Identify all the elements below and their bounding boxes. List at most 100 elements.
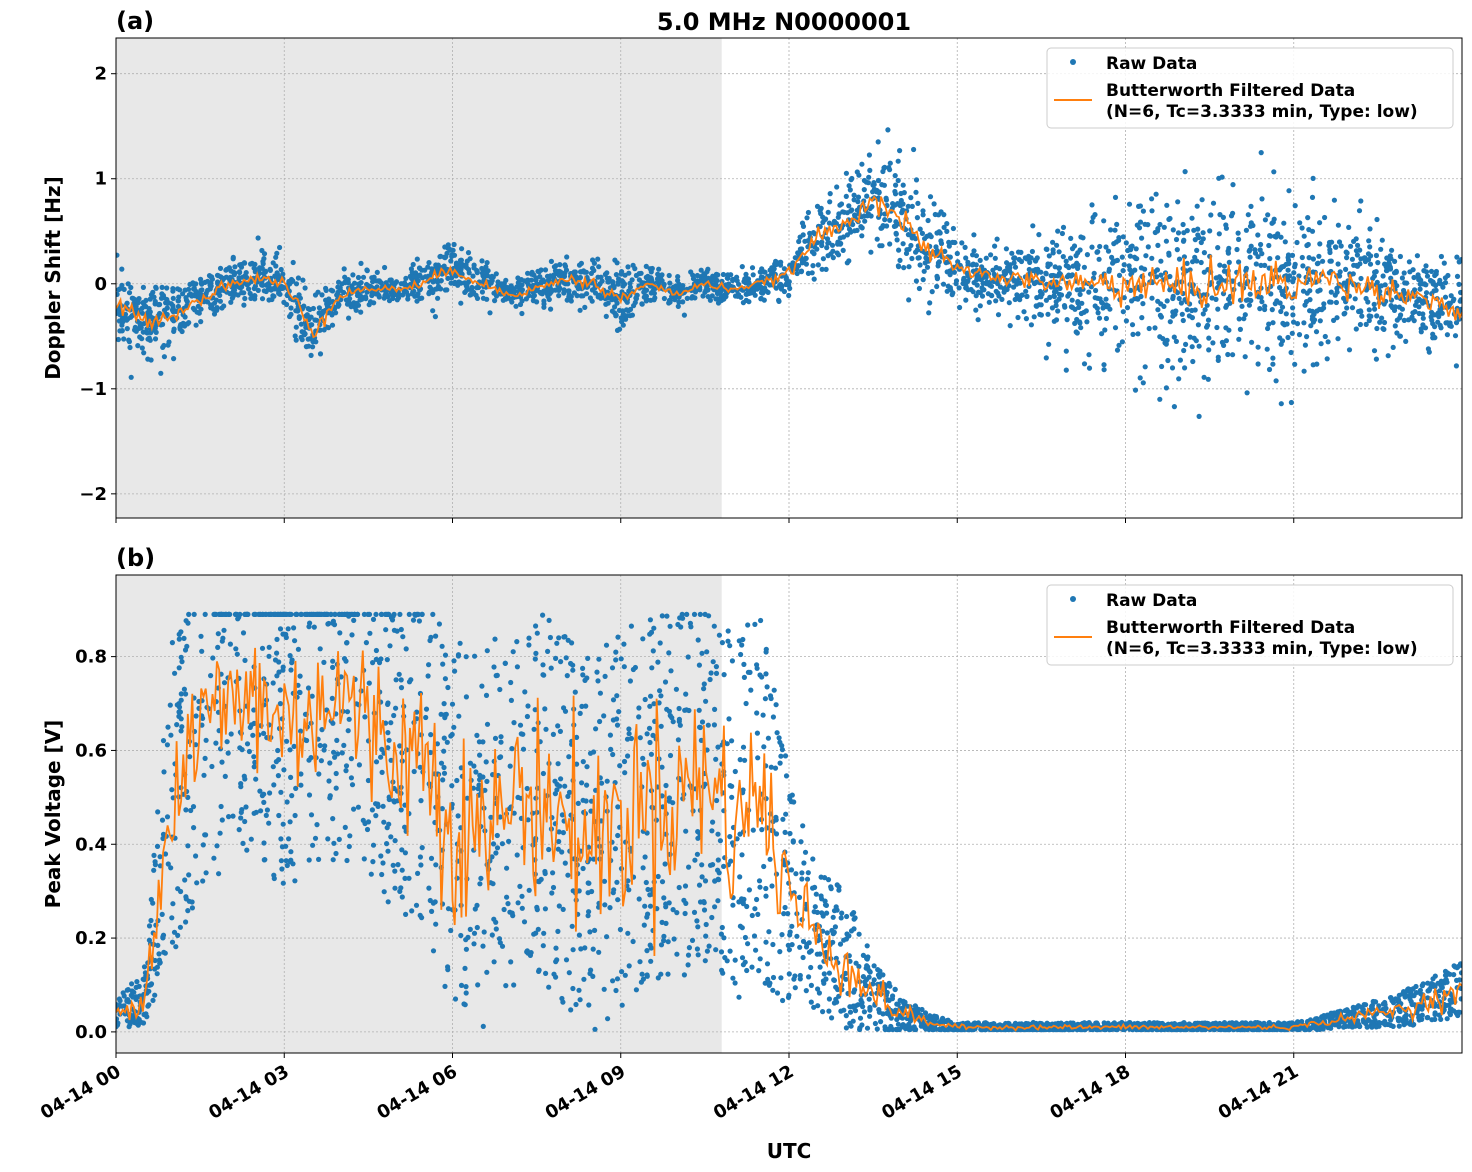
raw-point (1167, 319, 1173, 325)
raw-point (1319, 307, 1325, 313)
raw-point (859, 161, 865, 167)
raw-point (267, 267, 273, 273)
raw-point (749, 912, 755, 919)
raw-point (402, 280, 408, 286)
raw-point (1149, 208, 1155, 214)
raw-point (1177, 357, 1183, 363)
raw-point (592, 1026, 598, 1032)
raw-point (292, 333, 298, 339)
raw-point (676, 294, 682, 300)
raw-point (919, 230, 926, 236)
raw-point (308, 352, 314, 358)
raw-point (398, 626, 404, 633)
raw-point (1204, 324, 1210, 330)
raw-point (365, 819, 372, 825)
raw-point (864, 193, 870, 199)
raw-point (198, 319, 204, 325)
raw-point (672, 297, 678, 303)
raw-point (917, 226, 923, 232)
raw-point (1139, 315, 1145, 321)
raw-point (451, 280, 457, 287)
raw-point (261, 799, 267, 806)
raw-point (740, 744, 747, 750)
raw-point (184, 299, 190, 305)
raw-point (1441, 260, 1447, 266)
raw-point (971, 232, 977, 238)
raw-point (725, 628, 731, 634)
raw-point (365, 777, 371, 784)
raw-point (633, 295, 639, 301)
raw-point (893, 231, 899, 237)
raw-point (505, 901, 511, 907)
raw-point (867, 205, 873, 212)
raw-point (854, 169, 860, 175)
panel-b: 0.80.60.40.20.004-14 00 04-14 03 04-14 06 0… (37, 544, 1463, 1124)
raw-point (1078, 325, 1084, 331)
raw-point (804, 215, 810, 221)
raw-point (1309, 313, 1316, 320)
raw-point (1187, 334, 1193, 340)
raw-point (290, 259, 296, 266)
raw-point (927, 232, 933, 238)
raw-point (1367, 244, 1373, 250)
raw-point (530, 294, 536, 300)
raw-point (840, 209, 846, 215)
raw-point (938, 238, 944, 244)
raw-point (528, 277, 535, 283)
raw-point (442, 244, 448, 250)
raw-point (954, 250, 960, 257)
raw-point (533, 650, 539, 657)
raw-point (1170, 295, 1176, 302)
raw-point (749, 265, 756, 271)
raw-point (1385, 353, 1391, 359)
raw-point (1230, 352, 1236, 358)
raw-point (319, 292, 325, 298)
raw-point (1167, 287, 1173, 293)
raw-point (1001, 269, 1007, 275)
raw-point (647, 631, 653, 637)
raw-point (955, 259, 961, 265)
raw-point (601, 878, 608, 884)
raw-point (719, 278, 725, 284)
raw-point (739, 264, 745, 270)
raw-point (545, 648, 551, 655)
raw-point (310, 305, 316, 312)
raw-point (1011, 284, 1017, 290)
raw-point (1310, 175, 1316, 181)
raw-point (1053, 299, 1059, 305)
raw-point (428, 855, 435, 862)
raw-point (742, 278, 748, 284)
raw-point (1033, 303, 1039, 309)
raw-point (287, 859, 293, 865)
raw-point (1221, 263, 1227, 269)
raw-point (1107, 306, 1113, 312)
raw-point (760, 712, 766, 718)
raw-point (175, 286, 181, 292)
raw-point (925, 217, 931, 224)
raw-point (1290, 305, 1296, 311)
raw-point (1269, 220, 1275, 226)
raw-point (929, 289, 935, 295)
raw-point (1310, 362, 1316, 368)
raw-point (1193, 338, 1199, 344)
raw-point (695, 952, 701, 958)
raw-point (546, 617, 552, 624)
raw-point (786, 292, 792, 299)
raw-point (1262, 303, 1268, 309)
raw-point (662, 679, 669, 685)
raw-point (191, 282, 197, 288)
raw-point (419, 275, 426, 281)
raw-point (1278, 234, 1284, 240)
raw-point (1043, 246, 1049, 252)
raw-point (330, 658, 336, 664)
raw-point (152, 298, 158, 305)
raw-point (819, 239, 825, 245)
raw-point (1377, 319, 1383, 325)
raw-point (1375, 260, 1381, 266)
raw-point (1294, 239, 1300, 246)
raw-point (1006, 300, 1012, 306)
raw-point (580, 759, 586, 765)
raw-point (463, 694, 469, 700)
raw-point (136, 296, 142, 302)
raw-point (257, 788, 263, 794)
